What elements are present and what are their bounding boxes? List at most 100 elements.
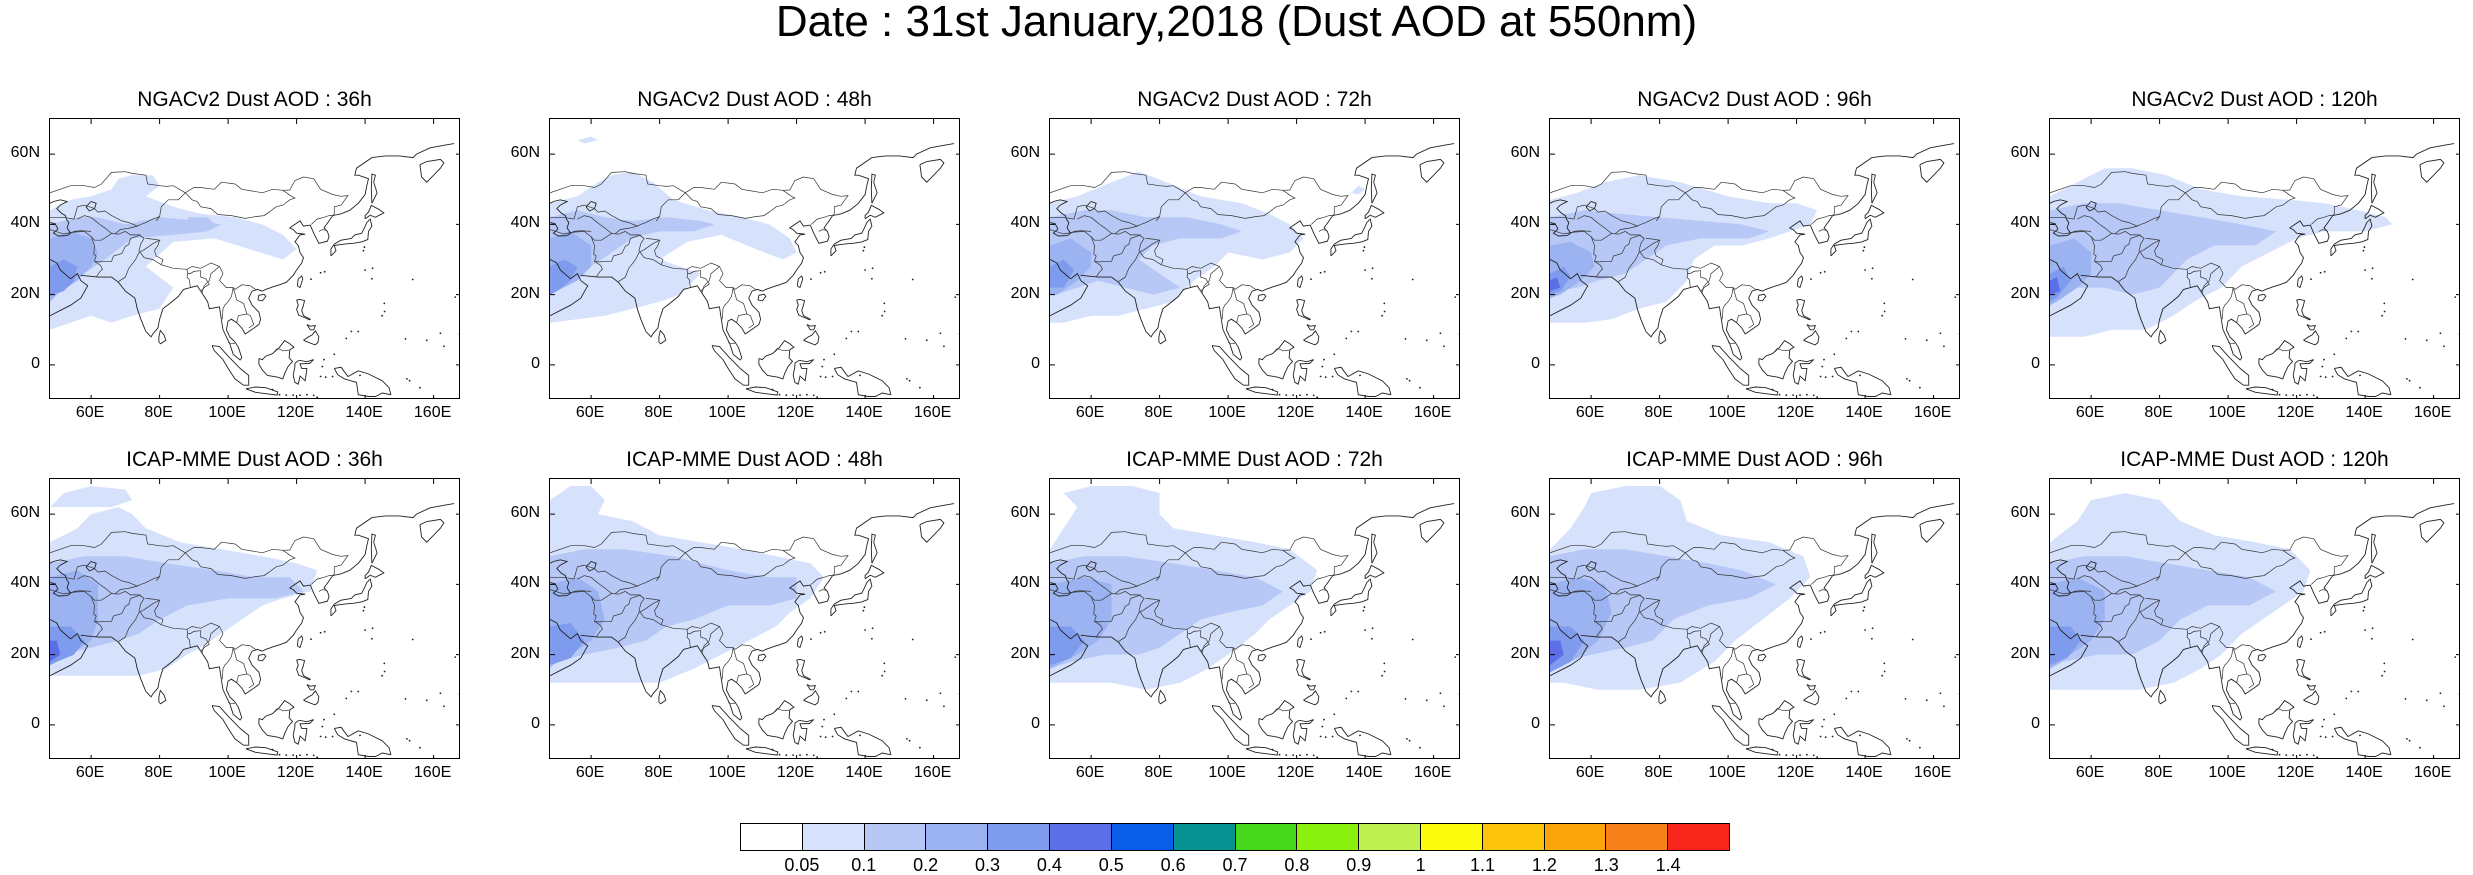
coastline xyxy=(1870,533,1878,564)
country-border xyxy=(1590,234,1641,263)
figure-title: Date : 31st January,2018 (Dust AOD at 55… xyxy=(775,0,1698,46)
coastline xyxy=(806,684,817,691)
country-border xyxy=(2118,598,2161,642)
coastline xyxy=(919,158,945,183)
island xyxy=(411,278,414,281)
country-border xyxy=(1686,633,1691,648)
island xyxy=(2458,758,2460,759)
country-border xyxy=(1050,176,1349,227)
coastline xyxy=(2306,324,2317,331)
longitude-label: 80E xyxy=(2144,764,2173,781)
coastline xyxy=(296,635,304,649)
longitude-label: 80E xyxy=(144,764,173,781)
longitude-label: 160E xyxy=(1413,404,1452,421)
island xyxy=(906,378,908,380)
island xyxy=(383,302,386,305)
dust-contour-fill xyxy=(50,175,297,330)
country-border xyxy=(1186,633,1191,648)
country-border xyxy=(1154,600,1164,625)
island xyxy=(2323,270,2326,273)
colorbar-swatch xyxy=(1482,824,1545,850)
map-canvas xyxy=(550,479,959,758)
coastline xyxy=(585,560,597,572)
island xyxy=(2319,271,2322,274)
island xyxy=(1350,330,1353,333)
coastline xyxy=(711,345,750,386)
country-border xyxy=(1318,589,1326,592)
coastline xyxy=(1364,564,1385,580)
country-border xyxy=(318,229,326,232)
country-border xyxy=(1685,550,1796,579)
coastline xyxy=(333,366,392,397)
dust-contour-fill xyxy=(50,217,222,295)
island xyxy=(1863,246,1866,249)
island xyxy=(1357,690,1360,693)
island xyxy=(1958,693,1959,695)
island xyxy=(350,330,353,333)
colorbar-swatch xyxy=(1297,824,1360,850)
country-border xyxy=(1318,229,1326,232)
country-border xyxy=(655,216,660,222)
island xyxy=(1859,374,1861,377)
country-border xyxy=(227,342,236,345)
country-border xyxy=(1618,238,1661,282)
latitude-label: 40N xyxy=(510,574,540,592)
island xyxy=(1816,396,1819,398)
dust-contour-fill xyxy=(1351,185,1366,195)
country-border xyxy=(221,647,234,680)
island xyxy=(1383,302,1386,305)
island xyxy=(2439,332,2442,335)
country-border xyxy=(1118,598,1161,642)
country-border xyxy=(1186,629,1210,652)
coastline xyxy=(1792,359,1815,385)
island xyxy=(2292,754,2295,756)
colorbar-swatch xyxy=(988,824,1051,850)
island xyxy=(958,398,960,399)
island xyxy=(958,693,959,695)
coastline xyxy=(330,578,373,617)
island xyxy=(859,374,861,377)
island xyxy=(1319,735,1322,738)
island xyxy=(1312,754,1315,757)
longitude-label: 160E xyxy=(1913,764,1952,781)
coastline xyxy=(258,340,295,380)
island xyxy=(816,396,819,398)
island xyxy=(2323,718,2325,721)
country-border xyxy=(2050,176,2349,227)
longitude-label: 60E xyxy=(1075,404,1105,421)
island xyxy=(319,735,322,738)
latitude-label: 60N xyxy=(1010,504,1040,522)
coastline xyxy=(1419,518,1445,543)
island xyxy=(408,739,411,742)
island xyxy=(439,332,442,335)
island xyxy=(1925,699,1928,702)
colorbar-tick-label: 0.5 xyxy=(1098,855,1124,875)
island xyxy=(1906,738,1908,740)
island xyxy=(863,606,866,609)
country-border xyxy=(50,229,256,290)
coastline xyxy=(2258,700,2295,740)
dust-contour-fill xyxy=(1050,626,1085,666)
country-border xyxy=(1594,261,1603,278)
country-border xyxy=(811,575,833,585)
latitude-label: 20N xyxy=(1510,284,1540,302)
coastline xyxy=(85,560,97,572)
island xyxy=(799,754,801,756)
island xyxy=(2333,713,2336,716)
country-border xyxy=(727,342,736,345)
dust-contour-fill xyxy=(50,556,304,662)
country-border xyxy=(1236,313,1247,323)
island xyxy=(845,697,848,700)
island xyxy=(1371,277,1373,280)
colorbar-swatch xyxy=(1359,824,1421,850)
island xyxy=(1278,753,1281,756)
island xyxy=(1285,754,1288,756)
island xyxy=(919,746,921,749)
country-border xyxy=(1732,647,1755,689)
island xyxy=(904,338,907,340)
island xyxy=(2371,637,2373,640)
dust-aod-map xyxy=(549,478,960,759)
island xyxy=(1324,376,1327,379)
coastline xyxy=(757,653,767,662)
coastline xyxy=(370,173,378,204)
